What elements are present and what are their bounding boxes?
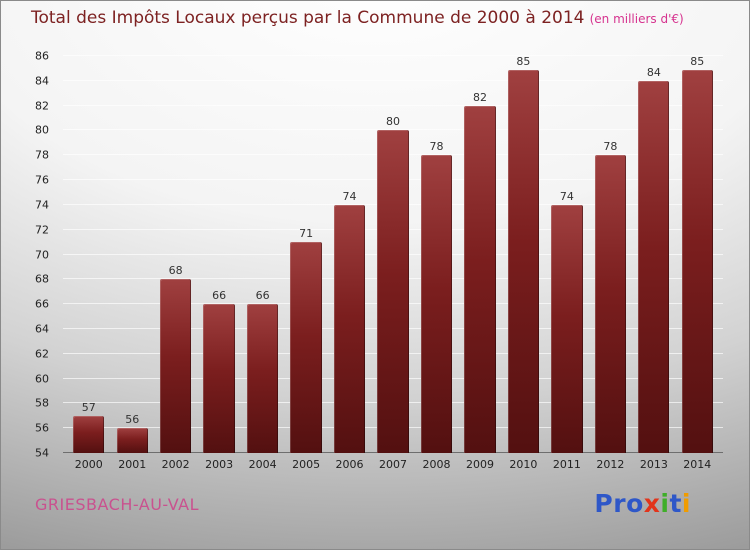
bar [377,130,409,453]
plot-area: 57 56 68 66 66 71 74 80 78 82 85 74 78 84 85 [63,55,723,453]
x-tick-label: 2011 [552,458,581,471]
bar-slot: 74 [545,56,588,453]
bar-value-label: 56 [125,413,140,427]
y-tick-label: 64 [35,322,49,336]
bar [116,428,148,453]
bar-value-label: 66 [255,289,270,303]
y-tick-label: 58 [35,396,49,410]
y-tick-label: 62 [35,347,49,361]
x-tick-label: 2010 [509,458,538,471]
bar-value-label: 84 [646,65,661,79]
bar-slot: 56 [110,56,153,453]
y-tick-label: 76 [35,173,49,187]
bar-value-label: 82 [472,90,487,104]
x-tick-label: 2009 [465,458,494,471]
bar [420,155,453,453]
bar-slot: 80 [371,56,414,453]
bar [464,105,496,453]
x-tick-label: 2014 [683,458,712,471]
x-tick-label: 2002 [161,458,190,471]
bars: 57 56 68 66 66 71 74 80 78 82 85 74 78 84 85 [63,56,723,453]
bar [333,204,366,453]
logo-letter: i [681,489,691,518]
bar [507,70,540,453]
commune-name: GRIESBACH-AU-VAL [35,495,200,514]
bar [73,415,105,453]
logo-letter: o [626,489,644,518]
x-tick-label: 2008 [422,458,451,471]
y-tick-label: 80 [35,123,49,137]
bar-slot: 57 [67,56,110,453]
bar-value-label: 74 [559,189,574,203]
bar-slot: 74 [328,56,371,453]
x-tick-label: 2003 [205,458,234,471]
bar-slot: 78 [415,56,458,453]
y-tick-label: 60 [35,372,49,386]
y-tick-label: 54 [35,446,49,460]
bar [681,70,713,453]
bar-slot: 85 [502,56,545,453]
y-tick-label: 82 [35,99,49,113]
gridline [63,79,723,81]
x-tick-label: 2005 [292,458,321,471]
bar-value-label: 66 [212,289,227,303]
bar-value-label: 57 [81,400,96,414]
bar-slot: 66 [197,56,240,453]
logo-letter: x [643,489,661,518]
bar-slot: 68 [154,56,197,453]
x-tick-label: 2004 [248,458,277,471]
bar-value-label: 85 [690,55,705,68]
bar-slot: 82 [458,56,501,453]
logo-letter: i [660,489,670,518]
bar-slot: 66 [241,56,284,453]
bar-value-label: 71 [299,227,314,241]
bar [594,155,626,453]
gridline [63,55,723,56]
bar-slot: 71 [284,56,327,453]
chart-header: Total des Impôts Locaux perçus par la Co… [31,8,684,28]
x-tick-label: 2012 [596,458,625,471]
chart-subtitle: (en milliers d'€) [589,12,684,26]
x-axis: 2000 2001 2002 2003 2004 2005 2006 2007 2008 2009… [63,458,723,471]
y-tick-label: 74 [35,198,49,212]
bar-value-label: 85 [516,55,531,68]
x-tick-label: 2007 [379,458,408,471]
bar [551,204,583,453]
bar-value-label: 78 [603,140,618,154]
logo-letter: P [594,489,614,518]
y-tick-label: 86 [35,49,49,63]
x-tick-label: 2006 [335,458,364,471]
bar [160,279,192,453]
y-tick-label: 78 [35,148,49,162]
bar-value-label: 74 [342,189,357,203]
y-tick-label: 72 [35,223,49,237]
gridline [63,129,723,131]
bar [290,242,322,453]
x-tick-label: 2013 [639,458,668,471]
y-tick-label: 66 [35,297,49,311]
bar-value-label: 80 [386,115,401,129]
y-axis: 54 56 58 60 62 64 66 68 70 72 74 76 78 80 82 84 86 [1,51,57,459]
chart-title: Total des Impôts Locaux perçus par la Co… [31,8,585,28]
x-tick-label: 2000 [74,458,103,471]
gridline [63,104,723,106]
y-tick-label: 84 [35,74,49,88]
proxiti-logo: Proxiti [594,489,691,518]
bar-value-label: 68 [168,264,183,278]
y-tick-label: 70 [35,248,49,261]
bar [246,304,279,453]
y-tick-label: 68 [35,272,49,286]
logo-letter: r [613,489,627,518]
bar [638,80,670,453]
bar-slot: 78 [589,56,632,453]
bar-slot: 84 [632,56,675,453]
bar [203,304,235,453]
bar-slot: 85 [676,56,719,453]
y-tick-label: 56 [35,421,49,435]
x-tick-label: 2001 [118,458,147,471]
bar-value-label: 78 [429,140,444,154]
logo-letter: t [669,489,682,518]
